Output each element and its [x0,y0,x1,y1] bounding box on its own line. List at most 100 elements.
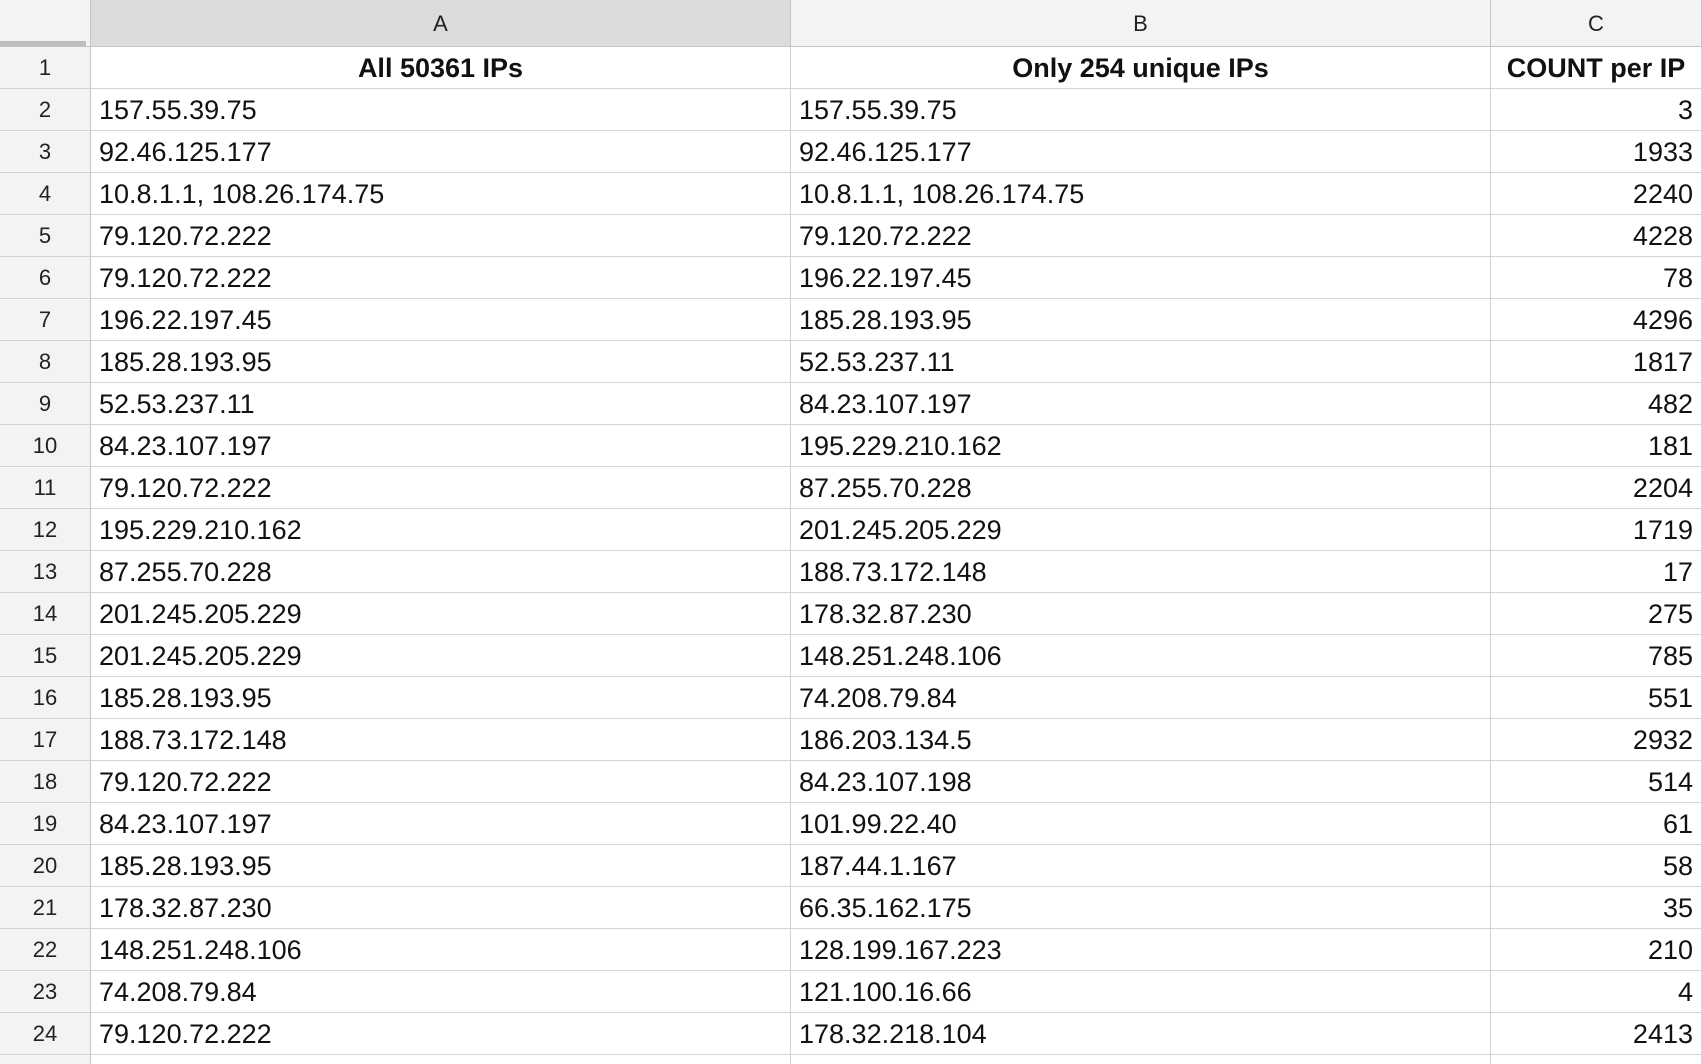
row-header[interactable]: 6 [0,257,91,299]
row-header[interactable] [0,1055,91,1064]
row-header[interactable]: 24 [0,1013,91,1055]
cell-c[interactable]: 1817 [1491,341,1702,383]
row-header[interactable]: 22 [0,929,91,971]
row-header[interactable]: 16 [0,677,91,719]
cell-a[interactable]: 79.120.72.222 [91,215,791,257]
column-header-b[interactable]: B [791,0,1491,47]
row-header[interactable]: 23 [0,971,91,1013]
row-header[interactable]: 4 [0,173,91,215]
cell-a[interactable]: 79.120.72.222 [91,1013,791,1055]
grid-cell[interactable] [791,1055,1491,1064]
cell-c[interactable]: 275 [1491,593,1702,635]
cell-c[interactable]: 3 [1491,89,1702,131]
cell-c[interactable]: 785 [1491,635,1702,677]
header-cell-a[interactable]: All 50361 IPs [91,47,791,89]
header-cell-c[interactable]: COUNT per IP [1491,47,1702,89]
cell-c[interactable]: 210 [1491,929,1702,971]
cell-b[interactable]: 201.245.205.229 [791,509,1491,551]
cell-c[interactable]: 4 [1491,971,1702,1013]
row-header[interactable]: 11 [0,467,91,509]
cell-a[interactable]: 185.28.193.95 [91,677,791,719]
cell-a[interactable]: 84.23.107.197 [91,803,791,845]
cell-c[interactable]: 1933 [1491,131,1702,173]
cell-b[interactable]: 84.23.107.197 [791,383,1491,425]
cell-b[interactable]: 10.8.1.1, 108.26.174.75 [791,173,1491,215]
cell-b[interactable]: 188.73.172.148 [791,551,1491,593]
cell-a[interactable]: 10.8.1.1, 108.26.174.75 [91,173,791,215]
row-header[interactable]: 20 [0,845,91,887]
cell-a[interactable]: 79.120.72.222 [91,761,791,803]
row-header[interactable]: 18 [0,761,91,803]
cell-c[interactable]: 551 [1491,677,1702,719]
cell-b[interactable]: 79.120.72.222 [791,215,1491,257]
header-cell-b[interactable]: Only 254 unique IPs [791,47,1491,89]
cell-a[interactable]: 201.245.205.229 [91,593,791,635]
row-header[interactable]: 3 [0,131,91,173]
cell-a[interactable]: 196.22.197.45 [91,299,791,341]
row-header[interactable]: 8 [0,341,91,383]
cell-b[interactable]: 186.203.134.5 [791,719,1491,761]
cell-c[interactable]: 2413 [1491,1013,1702,1055]
cell-b[interactable]: 128.199.167.223 [791,929,1491,971]
cell-a[interactable]: 79.120.72.222 [91,467,791,509]
cell-b[interactable]: 52.53.237.11 [791,341,1491,383]
cell-b[interactable]: 148.251.248.106 [791,635,1491,677]
cell-c[interactable]: 181 [1491,425,1702,467]
cell-a[interactable]: 79.120.72.222 [91,257,791,299]
row-header[interactable]: 2 [0,89,91,131]
cell-b[interactable]: 196.22.197.45 [791,257,1491,299]
cell-b[interactable]: 66.35.162.175 [791,887,1491,929]
cell-c[interactable]: 2932 [1491,719,1702,761]
cell-c[interactable]: 1719 [1491,509,1702,551]
row-header[interactable]: 21 [0,887,91,929]
row-header[interactable]: 19 [0,803,91,845]
row-header[interactable]: 10 [0,425,91,467]
cell-c[interactable]: 35 [1491,887,1702,929]
cell-b[interactable]: 101.99.22.40 [791,803,1491,845]
cell-a[interactable]: 157.55.39.75 [91,89,791,131]
cell-a[interactable]: 188.73.172.148 [91,719,791,761]
cell-a[interactable]: 84.23.107.197 [91,425,791,467]
cell-b[interactable]: 185.28.193.95 [791,299,1491,341]
row-header[interactable]: 15 [0,635,91,677]
cell-a[interactable]: 74.208.79.84 [91,971,791,1013]
cell-a[interactable]: 52.53.237.11 [91,383,791,425]
cell-c[interactable]: 4228 [1491,215,1702,257]
column-header-c[interactable]: C [1491,0,1702,47]
cell-b[interactable]: 195.229.210.162 [791,425,1491,467]
cell-c[interactable]: 2240 [1491,173,1702,215]
cell-a[interactable]: 178.32.87.230 [91,887,791,929]
cell-a[interactable]: 92.46.125.177 [91,131,791,173]
cell-a[interactable]: 185.28.193.95 [91,341,791,383]
cell-b[interactable]: 121.100.16.66 [791,971,1491,1013]
cell-c[interactable]: 61 [1491,803,1702,845]
row-header[interactable]: 5 [0,215,91,257]
cell-c[interactable]: 514 [1491,761,1702,803]
grid-cell[interactable] [91,1055,791,1064]
cell-a[interactable]: 201.245.205.229 [91,635,791,677]
row-header[interactable]: 17 [0,719,91,761]
select-all-corner[interactable] [0,0,91,47]
cell-b[interactable]: 178.32.87.230 [791,593,1491,635]
cell-b[interactable]: 187.44.1.167 [791,845,1491,887]
cell-c[interactable]: 4296 [1491,299,1702,341]
column-header-a[interactable]: A [91,0,791,47]
row-header[interactable]: 7 [0,299,91,341]
cell-a[interactable]: 185.28.193.95 [91,845,791,887]
cell-b[interactable]: 87.255.70.228 [791,467,1491,509]
cell-c[interactable]: 2204 [1491,467,1702,509]
row-header[interactable]: 13 [0,551,91,593]
cell-a[interactable]: 195.229.210.162 [91,509,791,551]
cell-c[interactable]: 482 [1491,383,1702,425]
row-header[interactable]: 9 [0,383,91,425]
row-header[interactable]: 14 [0,593,91,635]
cell-b[interactable]: 92.46.125.177 [791,131,1491,173]
cell-c[interactable]: 58 [1491,845,1702,887]
cell-b[interactable]: 157.55.39.75 [791,89,1491,131]
cell-b[interactable]: 84.23.107.198 [791,761,1491,803]
cell-b[interactable]: 178.32.218.104 [791,1013,1491,1055]
cell-c[interactable]: 78 [1491,257,1702,299]
row-header[interactable]: 12 [0,509,91,551]
row-header[interactable]: 1 [0,47,91,89]
cell-a[interactable]: 148.251.248.106 [91,929,791,971]
